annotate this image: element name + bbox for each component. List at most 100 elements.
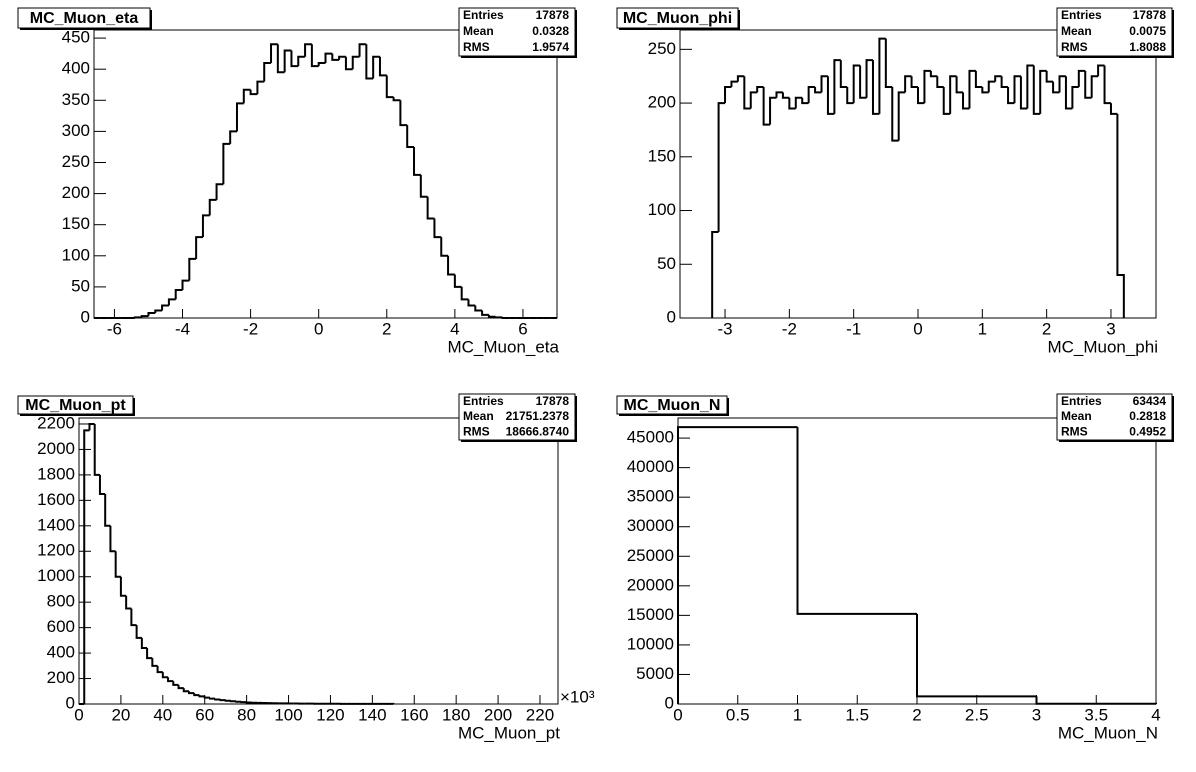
histogram-bin <box>839 60 848 88</box>
histogram-bin <box>195 236 203 259</box>
title-box <box>616 395 728 415</box>
x-tick-label: 2 <box>382 319 391 338</box>
histogram-bin <box>235 102 244 132</box>
x-tick-label: 180 <box>442 705 470 724</box>
histogram-bin <box>942 86 951 115</box>
histogram-bin <box>147 312 156 317</box>
stats-box <box>458 7 576 57</box>
histogram-bin <box>1026 64 1034 109</box>
histogram-bin <box>283 49 292 73</box>
x-tick-label: 1.5 <box>845 705 869 724</box>
y-tick-label: 0 <box>81 307 90 326</box>
histogram-bin <box>796 427 917 615</box>
x-tick-label: 100 <box>274 705 302 724</box>
histogram-bin <box>917 86 925 105</box>
y-tick-label: 1600 <box>37 490 75 509</box>
stat-label: RMS <box>1061 40 1088 54</box>
histogram-bin <box>151 658 158 667</box>
histogram-bin <box>222 142 231 185</box>
histogram-bin <box>161 672 169 679</box>
histogram-bin <box>801 97 809 105</box>
frame <box>78 417 559 705</box>
histogram-bin <box>242 88 251 104</box>
histogram-bin <box>406 125 415 148</box>
histogram-bin <box>426 196 435 220</box>
x-tick-label: 2.5 <box>965 705 989 724</box>
histogram-bin <box>994 75 1002 82</box>
y-tick-label: 2000 <box>37 439 75 458</box>
x-axis-title: MC_Muon_pt <box>458 723 560 742</box>
histogram-bin <box>413 146 421 176</box>
y-tick-label: 40000 <box>627 457 674 476</box>
histogram-bin <box>871 60 880 115</box>
histogram-bin <box>201 214 210 238</box>
histogram-bin <box>923 69 931 104</box>
x-tick-label: 3.5 <box>1084 705 1108 724</box>
histogram-bin <box>399 100 408 127</box>
x-tick-label: -2 <box>782 319 797 338</box>
histogram-bin <box>297 55 306 67</box>
histogram-bin <box>174 289 183 300</box>
histogram-bin <box>182 688 190 693</box>
title-box <box>616 7 739 29</box>
histogram-bin <box>114 551 121 578</box>
stat-value: 0.0075 <box>1129 24 1166 38</box>
histogram-bin <box>1064 76 1073 110</box>
frame <box>93 29 558 319</box>
histogram-bin <box>929 70 938 78</box>
histogram-bin <box>859 65 867 99</box>
histogram-bin <box>358 43 367 57</box>
y-tick-label: 150 <box>62 214 90 233</box>
y-tick-label: 400 <box>62 59 90 78</box>
histogram-bin <box>762 86 771 126</box>
x-tick-label: -6 <box>107 319 122 338</box>
histogram-bin <box>83 429 90 704</box>
histogram-bin <box>460 286 469 301</box>
chart-title: MC_Muon_eta <box>30 10 139 27</box>
histogram-bin <box>167 677 174 683</box>
stat-label: RMS <box>1061 425 1088 439</box>
histogram-bin <box>1039 69 1047 114</box>
y-tick-label: 1800 <box>37 464 75 483</box>
y-tick-label: 0 <box>665 693 674 712</box>
x-tick-label: 120 <box>316 705 344 724</box>
x-axis-title: MC_Muon_N <box>1058 723 1158 742</box>
histogram-bin <box>987 80 996 93</box>
histogram-bin <box>884 38 893 88</box>
histogram-bin <box>775 91 783 98</box>
y-tick-label: 15000 <box>627 605 674 624</box>
histogram-bin <box>219 699 226 702</box>
histogram-bin <box>344 56 353 71</box>
x-multiplier: ×10³ <box>560 687 595 706</box>
y-tick-label: 300 <box>62 121 90 140</box>
y-tick-label: 35000 <box>627 487 674 506</box>
histogram-bin <box>891 86 899 142</box>
y-tick-label: 200 <box>62 183 90 202</box>
y-tick-label: 5000 <box>636 664 674 683</box>
stats-box <box>1056 7 1173 57</box>
histogram-bin <box>317 61 326 67</box>
stat-label: Entries <box>1061 394 1102 408</box>
histogram-bin <box>290 50 299 68</box>
x-tick-label: 4 <box>1151 705 1160 724</box>
histogram-bin <box>865 59 873 98</box>
histogram-bin <box>962 92 970 110</box>
x-tick-label: 20 <box>111 705 130 724</box>
histogram-bin <box>229 130 237 144</box>
histogram-bin <box>833 59 841 114</box>
stats-box <box>458 393 576 441</box>
histogram-bin <box>109 525 116 553</box>
x-tick-label: 0 <box>673 705 682 724</box>
y-tick-label: 100 <box>648 200 676 219</box>
y-tick-label: 800 <box>47 592 75 611</box>
title-box <box>17 7 151 29</box>
stat-value: 17878 <box>536 394 570 408</box>
histogram-bin <box>807 85 816 104</box>
histogram-bin <box>494 316 503 319</box>
histogram-bin <box>904 75 912 93</box>
x-tick-label: 220 <box>526 705 554 724</box>
histogram-bin <box>419 174 428 198</box>
stat-label: Entries <box>463 8 504 22</box>
chart-title: MC_Muon_phi <box>623 10 732 27</box>
histogram-bin <box>270 43 278 63</box>
